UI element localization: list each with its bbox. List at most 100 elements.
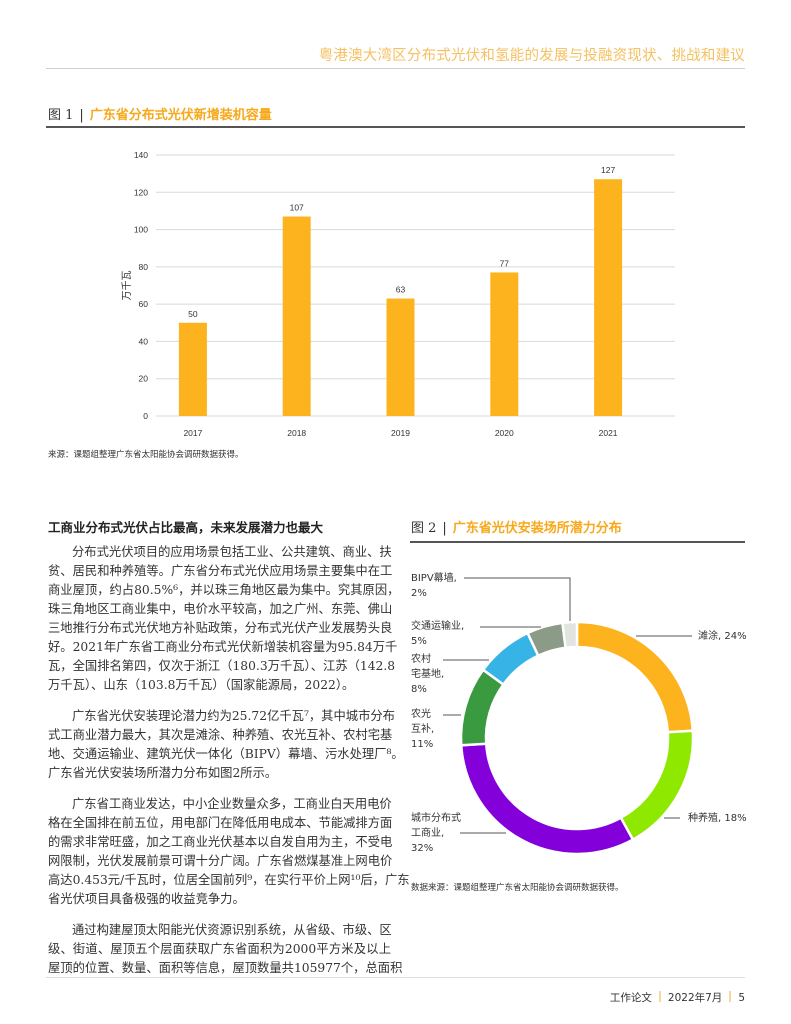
paragraph: 分布式光伏项目的应用场景包括工业、公共建筑、商业、扶贫、居民和种养殖等。广东省分…	[48, 543, 400, 695]
text-line: 商业屋顶，约占80.5%⁶，并以珠三角地区最为集中。究其原因，	[48, 583, 400, 597]
donut-label: 交通运输业, 5%	[411, 619, 464, 649]
bar-2020	[490, 272, 519, 416]
paragraph: 通过构建屋顶太阳能光伏资源识别系统，从省级、市级、区级、街道、屋顶五个层面获取广…	[48, 921, 403, 978]
figure2-number: 图 2	[411, 521, 437, 536]
text-line: 省光伏项目具备极强的收益竞争力。	[48, 892, 245, 906]
donut-label-line: BIPV幕墙,	[411, 573, 457, 584]
bar-value-label: 107	[290, 203, 304, 213]
bar-2018	[282, 216, 311, 416]
donut-slice-2	[459, 742, 635, 856]
text-line: 网限制，光伏发展前景可谓十分广阔。广东省燃煤基准上网电价	[48, 854, 393, 868]
donut-label: 农光互补, 11%	[411, 707, 434, 752]
y-tick-label: 0	[143, 411, 148, 421]
text-line: 屋顶的位置、数量、面积等信息，屋顶数量共105977个，总面积	[48, 961, 403, 975]
bar-value-label: 77	[500, 258, 510, 268]
donut-label: 滩涂, 24%	[698, 629, 747, 644]
text-line: 三地推行分布式光伏地方补贴政策，分布式光伏产业发展势头良	[48, 621, 393, 635]
text-line: 式工商业潜力最大，其次是滩涂、种养殖、农光互补、农村宅基	[48, 728, 393, 742]
donut-label-line: 种养殖, 18%	[688, 813, 747, 824]
bar-2021	[594, 179, 623, 416]
figure-separator: |	[442, 521, 447, 536]
header-divider	[46, 68, 745, 69]
footer-date: 2022年7月	[667, 992, 723, 1004]
text-line: 好。2021年广东省工商业分布式光伏新增装机容量为95.84万千	[48, 640, 398, 654]
footer-divider	[46, 977, 745, 978]
running-header-title: 粤港澳大湾区分布式光伏和氢能的发展与投融资现状、挑战和建议	[318, 48, 745, 64]
donut-label: 种养殖, 18%	[688, 811, 747, 826]
text-line: 广东省工商业发达，中小企业数量众多，工商业白天用电价	[72, 797, 392, 811]
leader-line	[464, 577, 571, 621]
page-number: 5	[738, 992, 745, 1004]
text-line: 地、交通运输业、建筑光伏一体化（BIPV）幕墙、污水处理厂⁸。	[48, 747, 404, 761]
donut-slice-6	[561, 620, 579, 650]
paragraph: 广东省光伏安装理论潜力约为25.72亿千瓦⁷，其中城市分布式工商业潜力最大，其次…	[48, 707, 404, 783]
donut-label-line: 8%	[411, 684, 427, 695]
footer-publication: 工作论文	[609, 992, 652, 1004]
bar-2019	[386, 298, 415, 416]
y-tick-label: 40	[139, 336, 149, 346]
text-line: 高达0.453元/千瓦时，位居全国前列⁹，在实行平价上网¹⁰后，广东	[48, 873, 410, 887]
text-line: 珠三角地区工商业集中，电价水平较高，加之广州、东莞、佛山	[48, 602, 393, 616]
donut-label-line: 5%	[411, 636, 427, 647]
x-tick-label: 2017	[183, 428, 202, 438]
donut-slice-1	[619, 729, 695, 842]
y-tick-label: 80	[139, 262, 149, 272]
bar-value-label: 63	[396, 285, 406, 295]
text-line: 广东省光伏安装理论潜力约为25.72亿千瓦⁷，其中城市分布	[72, 709, 395, 723]
x-tick-label: 2021	[599, 428, 618, 438]
footer-separator	[729, 991, 732, 1002]
donut-label-line: 工商业,	[411, 828, 445, 839]
donut-chart	[443, 577, 695, 856]
text-line: 万千瓦）、山东（103.8万千瓦）（国家能源局，2022）。	[48, 678, 355, 692]
x-tick-label: 2018	[287, 428, 306, 438]
y-tick-label: 140	[134, 150, 148, 160]
text-line: 通过构建屋顶太阳能光伏资源识别系统，从省级、市级、区	[72, 923, 392, 937]
figure2-caption: 广东省光伏安装场所潜力分布	[452, 521, 622, 536]
figure1-rule	[46, 126, 745, 128]
section-heading: 工商业分布式光伏占比最高，未来发展潜力也最大	[48, 520, 324, 535]
figure2-source: 数据来源：课题组整理广东省太阳能协会调研数据获得。	[411, 883, 624, 893]
text-line: 贫、居民和种养殖等。广东省分布式光伏应用场景主要集中在工	[48, 564, 393, 578]
bar-value-label: 127	[601, 165, 615, 175]
figure1-caption: 广东省分布式光伏新增装机容量	[89, 108, 272, 123]
donut-label-line: 农村	[411, 654, 431, 665]
donut-label: 城市分布式 工商业, 32%	[411, 811, 461, 856]
y-axis-label: 万千瓦	[121, 271, 133, 301]
text-line: 分布式光伏项目的应用场景包括工业、公共建筑、商业、扶	[72, 545, 392, 559]
y-tick-label: 120	[134, 187, 148, 197]
bar-chart: 0 20 40 60 80 100 120 140 万千瓦 50 2017 107 2018 63 2019…	[121, 150, 675, 438]
bar-value-label: 50	[188, 309, 198, 319]
donut-label-line: 11%	[411, 739, 434, 750]
text-line: 格在全国排在前五位，用电部门在降低用电成本、节能减排方面	[48, 816, 393, 830]
x-tick-label: 2019	[391, 428, 410, 438]
text-line: 瓦，全国排名第四，仅次于浙江（180.3万千瓦）、江苏（142.8	[48, 659, 396, 673]
figure2-rule	[410, 541, 745, 543]
y-tick-label: 100	[134, 225, 148, 235]
donut-label-line: 2%	[411, 588, 427, 599]
figure1-title: 图 1 | 广东省分布式光伏新增装机容量	[48, 104, 272, 123]
donut-label-line: 32%	[411, 843, 434, 854]
figure2-title: 图 2 | 广东省光伏安装场所潜力分布	[411, 517, 622, 536]
paragraph: 广东省工商业发达，中小企业数量众多，工商业白天用电价格在全国排在前五位，用电部门…	[48, 795, 410, 909]
donut-label: 农村宅基地, 8%	[411, 652, 444, 697]
footer: 工作论文 2022年7月 5	[610, 990, 745, 1005]
footer-separator	[658, 991, 661, 1002]
figure-separator: |	[79, 108, 84, 123]
donut-label-line: 农光	[411, 709, 431, 720]
figure1-source: 来源：课题组整理广东省太阳能协会调研数据获得。	[48, 450, 244, 460]
donut-label-line: 宅基地,	[411, 669, 445, 680]
donut-label-line: 滩涂, 24%	[698, 631, 747, 642]
donut-label-line: 互补,	[411, 724, 435, 735]
text-line: 级、街道、屋顶五个层面获取广东省面积为2000平方米及以上	[48, 942, 391, 956]
body-text: 分布式光伏项目的应用场景包括工业、公共建筑、商业、扶贫、居民和种养殖等。广东省分…	[48, 543, 410, 990]
donut-slice-0	[575, 620, 695, 734]
text-line: 的需求非常旺盛，加之工商业光伏基本以自发自用为主，不受电	[48, 835, 393, 849]
donut-label: BIPV幕墙, 2%	[411, 571, 457, 601]
x-tick-label: 2020	[495, 428, 514, 438]
bar-2017	[178, 322, 207, 416]
donut-label-line: 交通运输业,	[411, 621, 465, 632]
y-tick-label: 60	[139, 299, 149, 309]
text-line: 广东省光伏安装场所潜力分布如图2所示。	[48, 766, 278, 780]
y-tick-label: 20	[139, 374, 149, 384]
figure1-number: 图 1	[48, 108, 74, 123]
